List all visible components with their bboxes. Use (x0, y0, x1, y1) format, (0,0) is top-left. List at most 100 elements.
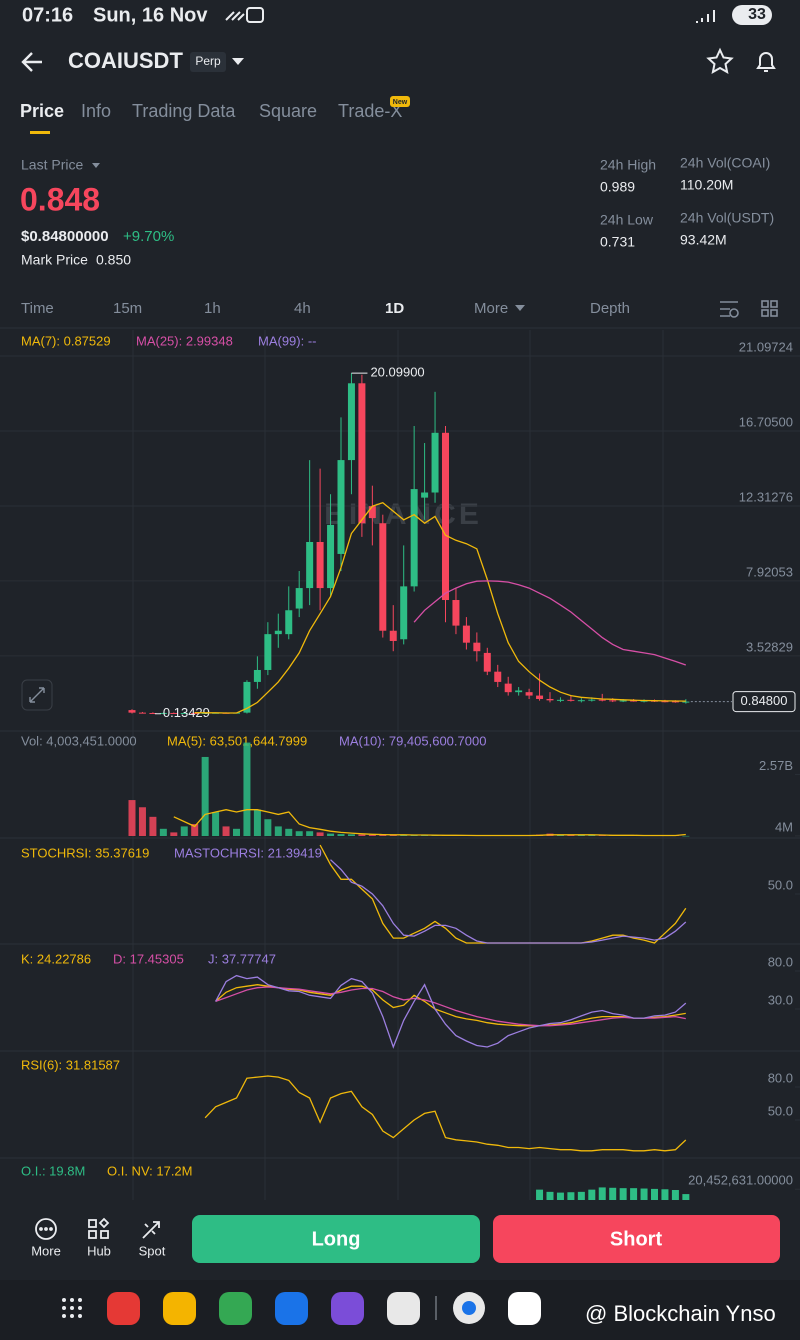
candle-body (138, 712, 146, 714)
symbol[interactable]: COAIUSDT (68, 48, 183, 73)
bar (619, 1188, 627, 1200)
tab[interactable]: Square (259, 101, 317, 121)
candle-body (295, 588, 303, 609)
bar (337, 834, 345, 836)
bar (327, 833, 335, 836)
candle-body (180, 712, 188, 714)
bar (159, 828, 167, 836)
app-icon[interactable] (331, 1292, 364, 1325)
bar (389, 835, 397, 836)
indicator-line (215, 974, 687, 1049)
tab[interactable]: Trading Data (132, 101, 236, 121)
y-tick-label: 80.0 (768, 1070, 793, 1085)
app-icon[interactable] (163, 1292, 196, 1325)
battery-level: 33 (748, 6, 766, 23)
candle-body (285, 610, 293, 635)
bar (588, 1189, 596, 1200)
bar (170, 832, 178, 836)
interval[interactable]: Depth (590, 300, 630, 317)
last-price: 0.848 (20, 181, 100, 217)
chart-tools[interactable] (720, 300, 778, 318)
app-icon[interactable] (508, 1292, 541, 1325)
chart-watermark: BINANCE (324, 498, 482, 531)
indicator-legend: MASTOCHRSI: 21.39419 (174, 845, 322, 860)
long-button[interactable] (192, 1215, 480, 1263)
new-badge (390, 96, 410, 107)
toolbar-icons (35, 1217, 160, 1240)
bar (212, 812, 220, 836)
indicator-legend: O.I. NV: 17.2M (107, 1163, 193, 1178)
indicator-line (173, 809, 686, 837)
interval[interactable]: More (474, 300, 508, 317)
candle-body (274, 630, 282, 635)
toolbar-item[interactable]: Spot (139, 1243, 166, 1258)
candle-body (149, 712, 157, 714)
interval[interactable]: 15m (113, 300, 142, 317)
candle-body (316, 541, 324, 589)
back-button[interactable] (21, 52, 42, 72)
candle-body (682, 701, 690, 703)
bar (661, 1189, 669, 1200)
short-button[interactable] (493, 1215, 780, 1263)
bar (400, 835, 408, 836)
toolbar-item[interactable]: More (31, 1243, 61, 1258)
app-icon[interactable] (387, 1292, 420, 1325)
bar (536, 1189, 544, 1200)
candle-body (347, 383, 355, 461)
bar (295, 831, 303, 836)
candle-body (577, 700, 585, 702)
bar (306, 831, 314, 836)
candle-body (306, 541, 314, 589)
bar (630, 1188, 638, 1200)
indicator-legend: J: 37.77747 (208, 951, 276, 966)
app-icon[interactable] (107, 1292, 140, 1325)
bar (651, 1188, 658, 1200)
tab[interactable]: Info (81, 101, 111, 121)
bar (588, 835, 596, 836)
app-icon[interactable] (219, 1292, 252, 1325)
interval[interactable]: 1D (385, 300, 404, 317)
candle-body (253, 669, 261, 682)
interval[interactable]: Time (21, 300, 54, 317)
expand-button[interactable] (21, 679, 53, 711)
tab-bar: Price Info Trading Data Square Trade-X (20, 101, 402, 121)
stat-value: 93.42M (680, 232, 727, 248)
candle-body (483, 652, 491, 672)
last-price-tag: 0.84800 (741, 693, 788, 708)
last-price-dropdown[interactable] (92, 163, 100, 168)
bar (149, 816, 157, 836)
candle-body (379, 523, 387, 631)
candle-body (337, 460, 345, 554)
toolbar-item[interactable]: Hub (87, 1243, 111, 1258)
symbol-dropdown[interactable] (232, 58, 244, 65)
bar (609, 1187, 617, 1200)
favorite-button[interactable] (706, 47, 734, 74)
indicator-legend: MA(10): 79,405,600.7000 (339, 733, 486, 748)
candle-body (400, 586, 408, 640)
candle-body (128, 710, 136, 713)
alert-button[interactable] (756, 52, 776, 72)
indicator-legend: O.I.: 19.8M (21, 1163, 85, 1178)
candle-body (671, 701, 679, 703)
indicator-line (204, 1075, 687, 1152)
y-tick-label: 21.09724 (739, 339, 793, 354)
candle-body (598, 699, 606, 701)
candle-body (473, 642, 481, 652)
y-tick-label: 80.0 (768, 954, 793, 969)
interval[interactable]: 1h (204, 300, 221, 317)
more-dropdown[interactable] (515, 305, 525, 311)
candle-body (609, 700, 617, 702)
app-icon[interactable] (275, 1292, 308, 1325)
interval[interactable]: 4h (294, 300, 311, 317)
y-tick-label: 30.0 (768, 992, 793, 1007)
bar (222, 826, 230, 836)
tab[interactable]: Trade-X (338, 101, 402, 121)
stat-value: 110.20M (680, 177, 733, 193)
contract-badge (190, 52, 226, 72)
mark-price: 0.850 (96, 252, 131, 268)
tab[interactable]: Price (20, 101, 64, 121)
stat-label: 24h Low (600, 212, 654, 228)
candle-body (640, 700, 648, 702)
